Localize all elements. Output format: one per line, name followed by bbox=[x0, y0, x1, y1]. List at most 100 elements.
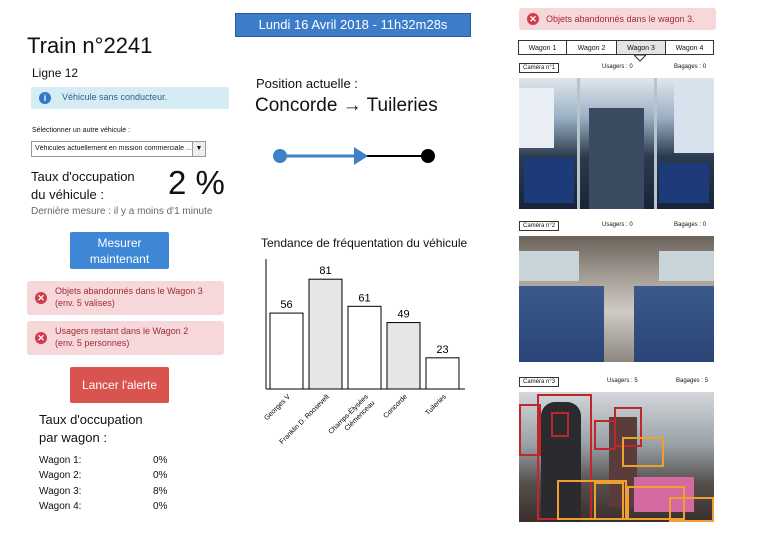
bus-window bbox=[674, 83, 714, 153]
alert-line-1: Usagers restant dans le Wagon 2 bbox=[55, 326, 189, 336]
camera-1-bags: Bagages : 0 bbox=[674, 64, 707, 70]
seat-row-right bbox=[634, 286, 714, 362]
handrail bbox=[577, 78, 580, 209]
alert-line-2: (env. 5 valises) bbox=[55, 298, 115, 308]
camera-1-users: Usagers : 0 bbox=[602, 64, 633, 70]
camera-3-feed[interactable] bbox=[519, 392, 714, 522]
measure-button-line-2: maintenant bbox=[89, 252, 150, 266]
wagon-row-value: 0% bbox=[153, 455, 168, 466]
datetime-text: Lundi 16 Avril 2018 - 11h32m28s bbox=[258, 17, 448, 32]
error-icon: ✕ bbox=[35, 332, 47, 344]
camera-label-text: Caméra n°1 bbox=[523, 65, 556, 71]
x-tick-label: Concorde bbox=[382, 393, 408, 419]
vehicle-select[interactable]: Véhicules actuellement en mission commer… bbox=[31, 141, 206, 157]
camera-label-text: Caméra n°3 bbox=[523, 379, 556, 385]
select-label: Sélectionner un autre véhicule : bbox=[32, 127, 131, 134]
bag-detection-box bbox=[627, 486, 685, 520]
person-detection-box bbox=[614, 407, 642, 447]
wagon-row-label: Wagon 4: bbox=[39, 501, 82, 512]
wagon-occupancy-title-1: Taux d'occupation bbox=[39, 412, 143, 427]
bag-detection-box bbox=[594, 482, 624, 520]
chart-bar bbox=[269, 312, 304, 390]
tab-wagon-2[interactable]: Wagon 2 bbox=[566, 40, 617, 55]
camera-2-bags: Bagages : 0 bbox=[674, 222, 707, 228]
error-icon: ✕ bbox=[35, 292, 47, 304]
launch-alert-label: Lancer l'alerte bbox=[82, 378, 157, 392]
camera-3-users: Usagers : 5 bbox=[607, 378, 638, 384]
bus-aisle bbox=[589, 108, 644, 209]
bar-value-label: 23 bbox=[436, 344, 448, 356]
route-text: Concorde → Tuileries bbox=[255, 95, 438, 116]
camera-2-label: Caméra n°2 bbox=[519, 221, 560, 231]
tab-wagon-3[interactable]: Wagon 3 bbox=[616, 40, 666, 55]
passenger bbox=[541, 402, 581, 522]
camera-3-label: Caméra n°3 bbox=[519, 377, 560, 387]
camera-label-text: Caméra n°2 bbox=[523, 223, 556, 229]
wagon-row-value: 0% bbox=[153, 470, 168, 481]
camera-1-feed[interactable] bbox=[519, 78, 714, 209]
info-icon: i bbox=[39, 92, 51, 104]
wagon-occupancy-title-2: par wagon : bbox=[39, 430, 107, 445]
page-title: Train n°2241 bbox=[27, 33, 153, 58]
last-measure: Dernière mesure : il y a moins d'1 minut… bbox=[31, 206, 213, 217]
person-detection-box bbox=[551, 412, 569, 437]
train-position-icon bbox=[354, 147, 368, 165]
alert-remaining-users: ✕ Usagers restant dans le Wagon 2 (env. … bbox=[27, 321, 224, 355]
position-label: Position actuelle : bbox=[256, 76, 358, 91]
tab-label: Wagon 4 bbox=[675, 45, 704, 52]
launch-alert-button[interactable]: Lancer l'alerte bbox=[70, 367, 169, 403]
tab-label: Wagon 3 bbox=[627, 45, 655, 52]
tab-wagon-1[interactable]: Wagon 1 bbox=[518, 40, 567, 55]
occupancy-value: 2 % bbox=[168, 164, 225, 201]
handrail bbox=[654, 78, 657, 209]
bag-detection-box bbox=[557, 480, 627, 520]
top-alert-text: Objets abandonnés dans le wagon 3. bbox=[546, 14, 695, 24]
alert-abandoned-objects: ✕ Objets abandonnés dans le Wagon 3 (env… bbox=[27, 281, 224, 315]
line-label: Ligne 12 bbox=[32, 66, 79, 80]
bar-value-label: 49 bbox=[397, 309, 409, 321]
wagon-row-label: Wagon 1: bbox=[39, 455, 82, 466]
active-tab-pointer bbox=[634, 55, 646, 62]
alert-line-2: (env. 5 personnes) bbox=[55, 338, 130, 348]
wagon-row-label: Wagon 2: bbox=[39, 470, 82, 481]
x-tick-label: Tuileries bbox=[424, 393, 448, 417]
bar-value-label: 61 bbox=[358, 292, 370, 304]
bag-detection-box bbox=[622, 437, 664, 467]
bar-value-label: 56 bbox=[280, 299, 292, 311]
bus-window bbox=[519, 251, 579, 281]
chevron-down-icon: ▼ bbox=[192, 142, 205, 156]
camera-2-users: Usagers : 0 bbox=[602, 222, 633, 228]
seat-row-left bbox=[519, 286, 604, 362]
person-detection-box bbox=[519, 404, 541, 456]
alert-line-1: Objets abandonnés dans le Wagon 3 bbox=[55, 286, 203, 296]
occupancy-label-2: du véhicule : bbox=[31, 187, 104, 202]
route-progress bbox=[273, 147, 435, 165]
top-alert: ✕ Objets abandonnés dans le wagon 3. bbox=[519, 8, 716, 30]
info-box: i Véhicule sans conducteur. bbox=[31, 87, 229, 109]
origin-station-dot bbox=[273, 149, 287, 163]
x-tick-label: Georges V bbox=[263, 393, 292, 422]
tab-label: Wagon 2 bbox=[577, 45, 606, 52]
occupancy-label-1: Taux d'occupation bbox=[31, 169, 135, 184]
wagon-row-label: Wagon 3: bbox=[39, 486, 82, 497]
chart-title: Tendance de fréquentation du véhicule bbox=[261, 236, 468, 250]
camera-1-label: Caméra n°1 bbox=[519, 63, 560, 73]
camera-3-bags: Bagages : 5 bbox=[676, 378, 709, 384]
seat bbox=[524, 158, 574, 203]
wagon-row-value: 8% bbox=[153, 486, 168, 497]
measure-now-button[interactable]: Mesurer maintenant bbox=[70, 232, 169, 269]
tab-wagon-4[interactable]: Wagon 4 bbox=[665, 40, 714, 55]
measure-button-line-1: Mesurer bbox=[97, 236, 142, 250]
chart-bar bbox=[386, 322, 421, 390]
info-text: Véhicule sans conducteur. bbox=[62, 92, 168, 102]
bus-window bbox=[519, 88, 554, 148]
camera-2-feed[interactable] bbox=[519, 236, 714, 362]
bus-window bbox=[659, 251, 714, 281]
bag-detection-box bbox=[669, 497, 714, 522]
bar-value-label: 81 bbox=[319, 265, 331, 277]
x-tick-label: Champs-ÉlyséesClémenceau bbox=[326, 392, 376, 442]
wagon-row-value: 0% bbox=[153, 501, 168, 512]
datetime-banner: Lundi 16 Avril 2018 - 11h32m28s bbox=[235, 13, 471, 37]
chart-bar bbox=[347, 305, 382, 390]
